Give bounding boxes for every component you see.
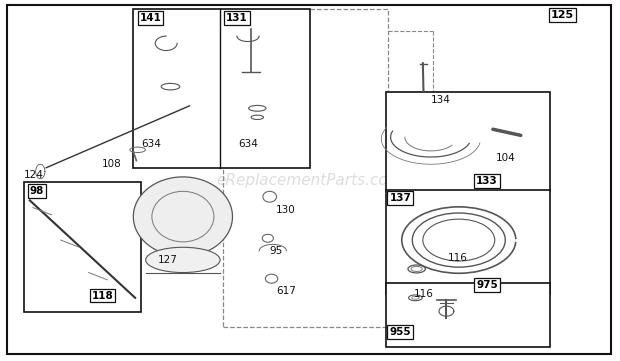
- Text: 137: 137: [389, 193, 411, 203]
- Text: 95: 95: [270, 246, 283, 256]
- Text: eReplacementParts.com: eReplacementParts.com: [216, 173, 404, 188]
- Text: 975: 975: [476, 280, 498, 290]
- Text: 124: 124: [24, 170, 43, 180]
- Bar: [386, 283, 550, 347]
- Text: 127: 127: [158, 255, 178, 265]
- Text: 617: 617: [276, 286, 296, 296]
- Text: 108: 108: [102, 159, 122, 169]
- Text: 104: 104: [496, 153, 516, 164]
- Text: 131: 131: [226, 13, 248, 23]
- Text: 130: 130: [276, 205, 296, 215]
- Bar: [386, 190, 550, 294]
- Bar: [386, 92, 550, 191]
- Text: 634: 634: [141, 139, 161, 149]
- Text: 118: 118: [92, 291, 113, 301]
- Text: 634: 634: [239, 139, 259, 149]
- Ellipse shape: [146, 247, 220, 273]
- Text: 116: 116: [414, 289, 434, 299]
- Ellipse shape: [133, 177, 232, 256]
- Text: 98: 98: [30, 186, 44, 196]
- Bar: [223, 9, 388, 327]
- Bar: [133, 9, 310, 168]
- Text: 116: 116: [448, 253, 467, 263]
- Text: 133: 133: [476, 176, 498, 186]
- Text: 955: 955: [389, 327, 411, 337]
- Bar: [24, 182, 141, 312]
- Text: 141: 141: [140, 13, 161, 23]
- Text: 134: 134: [431, 95, 451, 105]
- Text: 125: 125: [551, 10, 574, 20]
